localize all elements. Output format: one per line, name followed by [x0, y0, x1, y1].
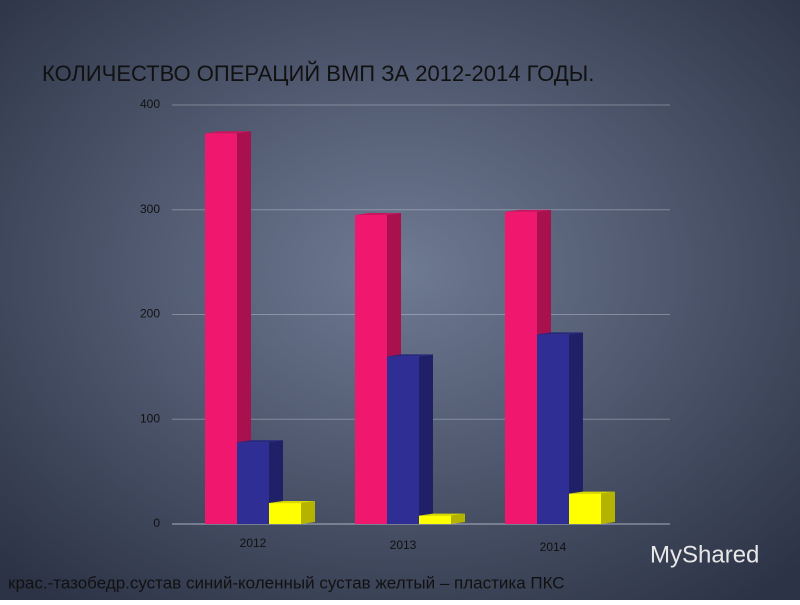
- bar: [237, 442, 269, 524]
- bar-side: [601, 491, 615, 524]
- y-tick-label: 200: [140, 307, 160, 321]
- chart-title: КОЛИЧЕСТВО ОПЕРАЦИЙ ВМП ЗА 2012-2014 ГОД…: [42, 61, 594, 86]
- bar-top: [569, 491, 615, 494]
- watermark: MyShared: [650, 541, 759, 568]
- bar-top: [387, 354, 433, 357]
- x-tick-label: 2013: [390, 538, 417, 552]
- bar: [537, 334, 569, 524]
- bar-top: [537, 332, 583, 335]
- bar-side: [237, 131, 251, 524]
- y-tick-label: 400: [140, 97, 160, 111]
- bar: [269, 503, 301, 524]
- bar-side: [301, 501, 315, 524]
- y-tick-label: 0: [153, 516, 160, 530]
- bar: [505, 211, 537, 524]
- bar-top: [419, 513, 465, 516]
- bar-top: [355, 212, 401, 215]
- x-tick-label: 2014: [540, 540, 567, 554]
- bar: [205, 133, 237, 524]
- bar-side: [419, 354, 433, 524]
- bar: [387, 356, 419, 524]
- x-tick-label: 2012: [240, 536, 267, 550]
- y-tick-label: 100: [140, 411, 160, 425]
- bar: [355, 214, 387, 525]
- bar-top: [269, 501, 315, 504]
- bar-top: [237, 440, 283, 443]
- bar-top: [205, 131, 251, 134]
- bar-top: [505, 209, 551, 212]
- bar: [419, 515, 451, 524]
- y-tick-label: 300: [140, 202, 160, 216]
- bar-side: [569, 332, 583, 524]
- bar: [569, 493, 601, 524]
- bar-side: [451, 513, 465, 524]
- caption: крас.-тазобедр.сустав синий-коленный сус…: [8, 573, 565, 592]
